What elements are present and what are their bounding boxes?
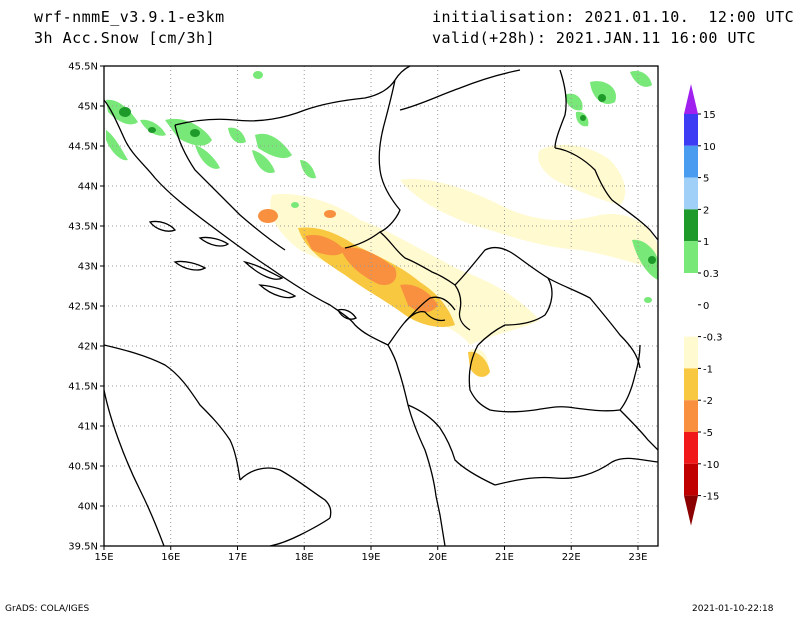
lat-label: 44.5N bbox=[68, 142, 98, 153]
legend-label: -2 bbox=[703, 396, 713, 407]
legend-label: 2 bbox=[703, 205, 709, 216]
valid-time: valid(+28h): 2021.JAN.11 16:00 UTC bbox=[432, 29, 757, 47]
lat-label: 43N bbox=[78, 262, 98, 273]
color-legend: 15 10 5 2 1 0.3 0 -0.3 -1 -2 -5 -10 -15 bbox=[684, 84, 723, 526]
lat-label: 45N bbox=[78, 102, 98, 113]
legend-label: -15 bbox=[703, 492, 719, 503]
lon-label: 22E bbox=[562, 552, 581, 563]
legend-swatch bbox=[684, 463, 698, 496]
legend-swatch bbox=[684, 114, 698, 146]
lon-label: 20E bbox=[428, 552, 447, 563]
legend-label: 0.3 bbox=[703, 269, 719, 280]
lon-label: 19E bbox=[361, 552, 380, 563]
field-title: 3h Acc.Snow [cm/3h] bbox=[34, 29, 216, 47]
legend-swatch bbox=[684, 273, 698, 305]
snow-light-green bbox=[106, 70, 658, 303]
grid-lines bbox=[104, 66, 658, 546]
legend-label: -1 bbox=[703, 364, 713, 375]
lat-label: 40N bbox=[78, 502, 98, 513]
legend-top-arrow bbox=[684, 84, 698, 114]
lon-label: 18E bbox=[295, 552, 314, 563]
footer-timestamp: 2021-01-10-22:18 bbox=[692, 604, 774, 614]
legend-swatch bbox=[684, 432, 698, 464]
snow-dark-green bbox=[119, 94, 656, 264]
lat-label: 40.5N bbox=[68, 462, 98, 473]
lat-label: 41N bbox=[78, 422, 98, 433]
lon-label: 17E bbox=[228, 552, 247, 563]
lat-label: 42N bbox=[78, 342, 98, 353]
lat-label: 42.5N bbox=[68, 302, 98, 313]
legend-label: -10 bbox=[703, 460, 719, 471]
legend-swatch bbox=[684, 336, 698, 369]
legend-swatch bbox=[684, 241, 698, 273]
lon-label: 21E bbox=[495, 552, 514, 563]
legend-swatch bbox=[684, 145, 698, 178]
legend-label: 5 bbox=[703, 174, 709, 185]
snow-field bbox=[106, 70, 658, 377]
latitude-labels: 45.5N 45N 44.5N 44N 43.5N 43N 42.5N 42N 41.5N 41N… bbox=[68, 62, 104, 553]
longitude-labels: 15E 16E 17E 18E 19E 20E 21E 22E 23E bbox=[94, 546, 647, 563]
footer-credit: GrADS: COLA/IGES bbox=[5, 604, 90, 614]
lat-label: 45.5N bbox=[68, 62, 98, 73]
legend-swatch bbox=[684, 177, 698, 210]
legend-label: 15 bbox=[703, 110, 716, 121]
lat-label: 44N bbox=[78, 182, 98, 193]
snow-pale-yellow bbox=[270, 144, 658, 375]
lat-label: 41.5N bbox=[68, 382, 98, 393]
legend-swatch bbox=[684, 368, 698, 401]
lon-label: 16E bbox=[161, 552, 180, 563]
lon-label: 15E bbox=[94, 552, 113, 563]
legend-swatch bbox=[684, 304, 698, 337]
lat-label: 39.5N bbox=[68, 542, 98, 553]
legend-label: 1 bbox=[703, 237, 709, 248]
legend-swatch bbox=[684, 209, 698, 242]
legend-label: -0.3 bbox=[703, 333, 723, 344]
legend-bottom-arrow bbox=[684, 495, 698, 526]
model-title: wrf-nmmE_v3.9.1-e3km bbox=[34, 8, 225, 26]
borders-coastlines bbox=[104, 66, 658, 546]
legend-label: 10 bbox=[703, 142, 716, 153]
lon-label: 23E bbox=[628, 552, 647, 563]
lat-label: 43.5N bbox=[68, 222, 98, 233]
legend-swatch bbox=[684, 400, 698, 432]
legend-label: -5 bbox=[703, 428, 713, 439]
legend-label: 0 bbox=[703, 301, 709, 312]
init-time: initialisation: 2021.01.10. 12:00 UTC bbox=[432, 8, 795, 26]
